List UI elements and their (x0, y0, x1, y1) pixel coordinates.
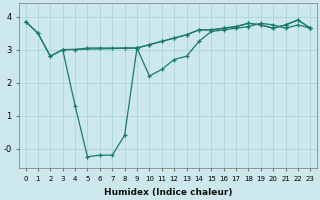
X-axis label: Humidex (Indice chaleur): Humidex (Indice chaleur) (104, 188, 232, 197)
